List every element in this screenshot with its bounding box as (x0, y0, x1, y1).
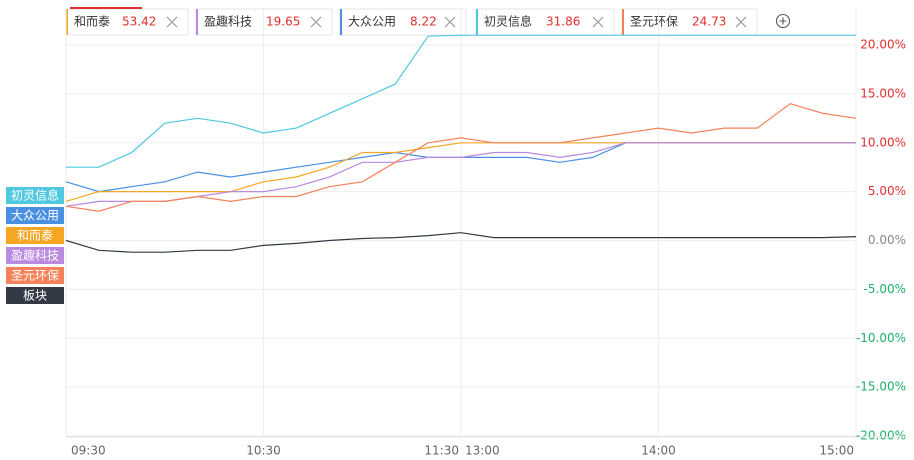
y-tick-label: 20.00% (860, 38, 906, 52)
legend-swatch (6, 267, 64, 284)
x-tick-label: 11:30 (424, 444, 459, 458)
tab-color-bar (340, 9, 342, 35)
tab-close[interactable] (310, 16, 322, 28)
tab-name: 初灵信息 (484, 14, 532, 29)
x-tick-label: 10:30 (246, 444, 281, 458)
x-tick-label: 15:00 (819, 444, 854, 458)
legend-label: 和而泰 (17, 229, 53, 243)
y-tick-label: 10.00% (860, 135, 906, 149)
legend-swatch (6, 227, 64, 244)
y-tick-label: 5.00% (868, 184, 906, 198)
tab-name: 盈趣科技 (204, 14, 252, 29)
tab-color-bar (622, 9, 624, 35)
tab[interactable] (65, 8, 189, 36)
tab-name: 和而泰 (74, 15, 110, 29)
tab-name: 大众公用 (348, 15, 396, 29)
tab-price: 8.22 (410, 15, 437, 29)
tab-close[interactable] (444, 16, 456, 28)
tab-price: 31.86 (546, 15, 580, 29)
x-tick-label: 14:00 (641, 444, 676, 458)
y-tick-label: -15.00% (856, 380, 906, 394)
x-tick-label: 13:00 (465, 444, 500, 458)
tab[interactable] (475, 8, 615, 36)
series-line (65, 103, 857, 212)
legend-swatch (6, 207, 64, 224)
y-tick-label: -10.00% (856, 331, 906, 345)
legend-label: 盈趣科技 (11, 248, 59, 263)
tab-color-bar (196, 9, 198, 35)
legend-label: 大众公用 (11, 209, 59, 223)
legend-label: 圣元环保 (11, 269, 59, 283)
tab-close[interactable] (735, 16, 747, 28)
tab-color-bar (66, 9, 68, 35)
y-tick-label: -5.00% (864, 282, 906, 296)
tab-price: 19.65 (266, 15, 300, 29)
legend-swatch (6, 287, 64, 304)
legend-label: 初灵信息 (11, 188, 59, 203)
y-tick-label: 0.00% (868, 233, 906, 247)
tab-active-indicator (70, 7, 142, 9)
y-tick-label: 15.00% (860, 86, 906, 100)
add-icon (779, 17, 787, 25)
tab-color-bar (476, 9, 478, 35)
x-tick-label: 09:30 (71, 444, 106, 458)
tab-name: 圣元环保 (630, 15, 678, 29)
y-tick-label: -20.00% (856, 429, 906, 443)
series-line (65, 232, 857, 253)
series-line (66, 34, 856, 168)
tab-price: 53.42 (122, 15, 156, 29)
legend-swatch (6, 247, 64, 264)
legend-label: 板块 (23, 289, 47, 303)
tab[interactable] (339, 8, 467, 36)
tab-close[interactable] (592, 16, 604, 28)
legend-swatch (6, 187, 64, 204)
tab-price: 24.73 (692, 15, 726, 29)
tab-close[interactable] (166, 16, 178, 28)
